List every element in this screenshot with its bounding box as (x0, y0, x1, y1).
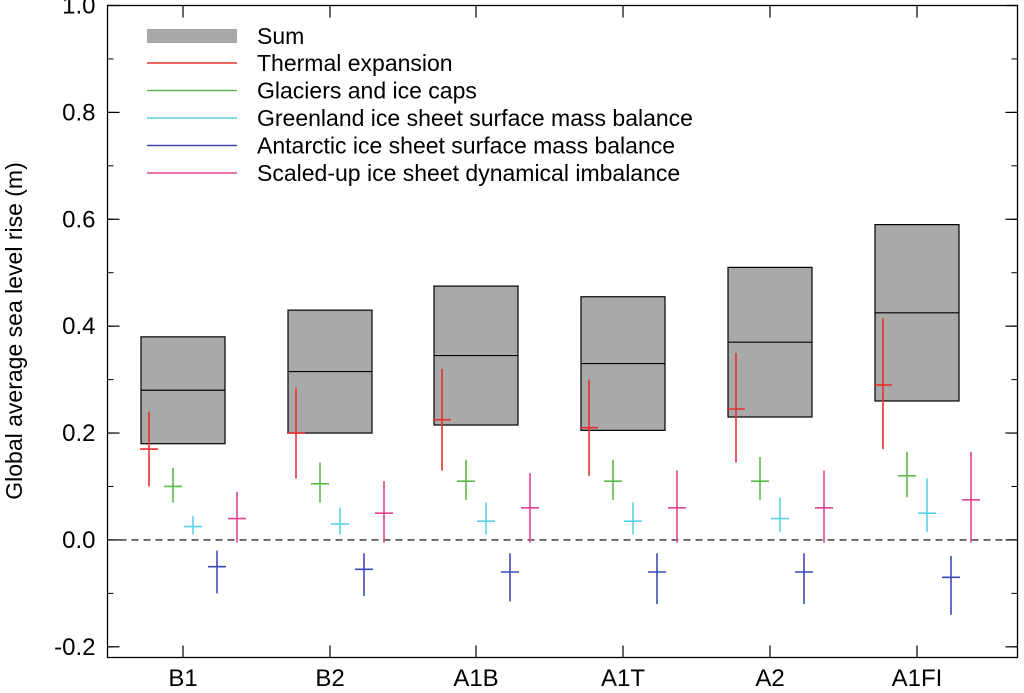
legend-label-greenland-ice-sheet-surface-mass-balance: Greenland ice sheet surface mass balance (257, 105, 693, 131)
x-tick-label: A1B (453, 665, 498, 692)
x-tick-label: B2 (315, 665, 344, 692)
legend-label-scaled-up-ice-sheet-dynamical-imbalance: Scaled-up ice sheet dynamical imbalance (257, 160, 680, 186)
plot-frame (106, 4, 1019, 659)
x-tick-label: A2 (755, 665, 784, 692)
y-tick-label: 1.0 (62, 0, 95, 20)
y-tick-label: 0.8 (62, 99, 95, 126)
plot-area: -0.2 0.0 0.2 0.4 0.6 0.8 1.0 B1 B2 A1B A1T A2 A1FI Su… (54, 0, 1018, 692)
x-tick-label: A1T (601, 665, 645, 692)
x-tick-label: A1FI (892, 665, 943, 692)
y-tick-label: 0.6 (62, 206, 95, 233)
legend-label-sum: Sum (257, 23, 304, 49)
y-tick-label: 0.2 (62, 420, 95, 447)
legend-swatch-sum (147, 29, 237, 43)
legend-label-glaciers-and-ice-caps: Glaciers and ice caps (257, 78, 477, 104)
legend-label-thermal-expansion: Thermal expansion (257, 50, 453, 76)
y-tick-label: -0.2 (54, 634, 95, 661)
legend-label-antarctic-ice-sheet-surface-mass-balance: Antarctic ice sheet surface mass balance (257, 133, 675, 159)
y-tick-label: 0.0 (62, 527, 95, 554)
y-tick-label: 0.4 (62, 313, 95, 340)
y-axis-title: Global average sea level rise (m) (1, 162, 27, 499)
x-tick-label: B1 (168, 665, 197, 692)
